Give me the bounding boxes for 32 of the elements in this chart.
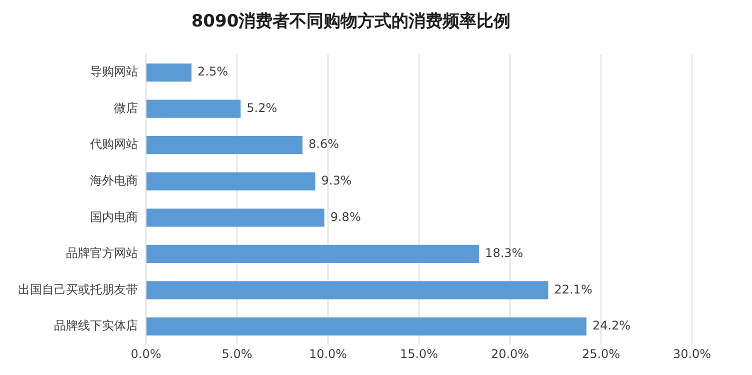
bar (146, 317, 586, 336)
bar (146, 281, 548, 300)
x-tick-label: 10.0% (308, 346, 348, 361)
chart-title: 8090消费者不同购物方式的消费频率比例 (191, 12, 511, 32)
y-tick-label: 品牌官方网站 (66, 246, 138, 260)
y-tick-label: 国内电商 (90, 210, 138, 224)
x-tick-label: 20.0% (490, 346, 530, 361)
y-tick-label: 微店 (114, 100, 138, 115)
bar (146, 100, 241, 118)
data-label: 22.1% (554, 282, 592, 296)
data-label: 9.3% (321, 173, 352, 188)
y-tick-label: 海外电商 (90, 173, 138, 188)
x-tick-label: 5.0% (222, 346, 252, 361)
x-tick-label: 15.0% (400, 346, 438, 361)
y-tick-label: 导购网站 (90, 64, 138, 79)
data-label: 18.3% (485, 246, 524, 260)
data-label: 9.8% (330, 210, 361, 224)
data-label: 2.5% (198, 64, 228, 79)
y-tick-label: 出国自己买或托朋友带 (18, 282, 138, 296)
y-tick-label: 品牌线下实体店 (54, 318, 138, 333)
y-tick-label: 代购网站 (89, 137, 138, 152)
bar (146, 63, 192, 82)
x-tick-label: 30.0% (672, 346, 712, 361)
data-label: 24.2% (592, 318, 631, 333)
x-tick-label: 0.0% (130, 346, 162, 361)
data-label: 5.2% (246, 100, 278, 115)
bar (146, 172, 316, 190)
bar (146, 136, 303, 154)
x-tick-label: 25.0% (582, 346, 620, 361)
bar (146, 208, 324, 227)
data-label: 8.6% (308, 137, 340, 152)
bar (146, 244, 480, 263)
